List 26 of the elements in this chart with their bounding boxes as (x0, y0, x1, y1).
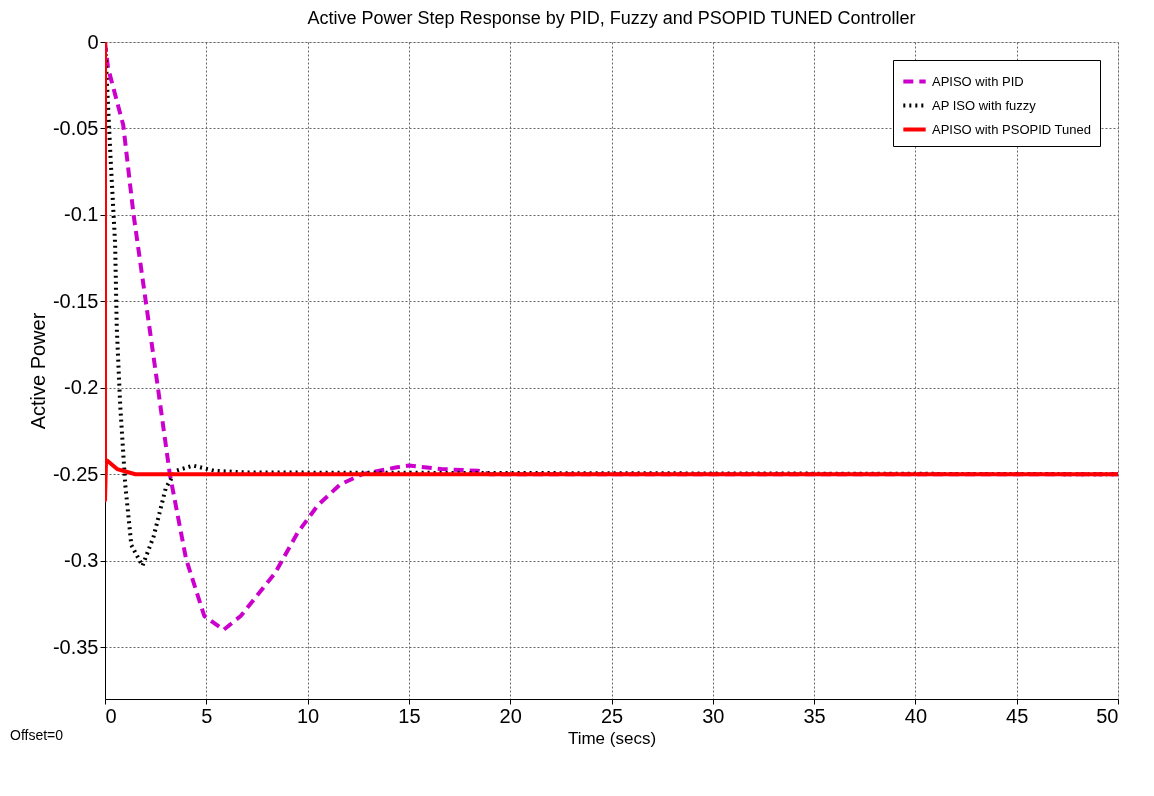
x-tick-label: 5 (201, 704, 213, 727)
y-tick-label: 0 (87, 30, 99, 53)
x-tick-label: 40 (904, 704, 928, 727)
x-tick-label: 15 (398, 704, 421, 727)
x-tick-label: 50 (1096, 704, 1119, 727)
x-tick-label: 0 (105, 704, 117, 727)
x-axis-title: Time (secs) (567, 728, 657, 748)
y-axis-title: Active Power (26, 312, 49, 430)
x-tick-label: 10 (296, 704, 320, 727)
x-tick-label: 45 (1006, 704, 1029, 727)
x-tick-label: 20 (499, 704, 522, 727)
legend-label: APISO with PID (932, 73, 1024, 89)
y-tick-label: -0.25 (52, 462, 99, 485)
legend-label: AP ISO with fuzzy (932, 97, 1037, 113)
y-tick-label: -0.15 (52, 289, 99, 312)
text: Offset=0 (10, 727, 64, 743)
x-tick-label: 35 (803, 704, 826, 727)
y-tick-label: -0.3 (64, 549, 99, 572)
x-tick-label: 30 (702, 704, 725, 727)
y-tick-label: -0.05 (52, 116, 99, 139)
y-tick-label: -0.35 (52, 635, 99, 658)
y-tick-label: -0.2 (64, 376, 99, 399)
legend-label: APISO with PSOPID Tuned (932, 121, 1091, 137)
y-tick-label: -0.1 (64, 203, 99, 226)
x-tick-label: 25 (600, 704, 624, 727)
chart-title: Active Power Step Response by PID, Fuzzy and PSOPID TUNED Controller (307, 8, 916, 28)
